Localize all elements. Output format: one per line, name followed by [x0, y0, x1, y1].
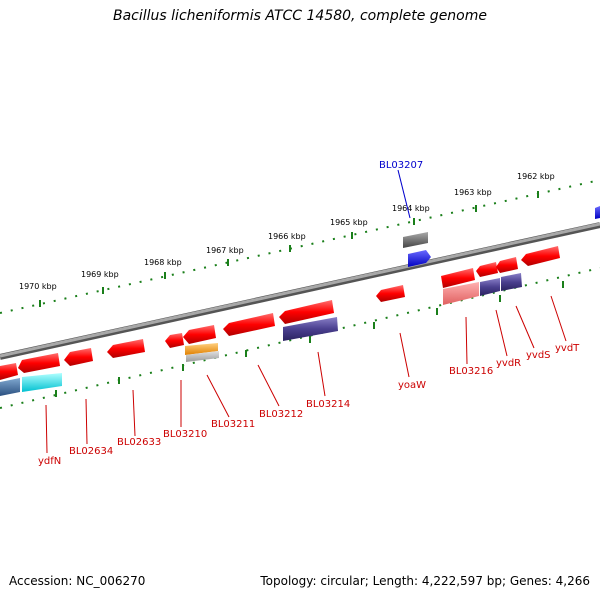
lower-tick-track — [0, 267, 600, 409]
gene-label-BL03216: BL03216 — [449, 366, 493, 377]
gene-forward-12 — [496, 257, 518, 273]
cds-purple-1 — [283, 317, 338, 341]
gene-label-BL03210: BL03210 — [163, 429, 207, 440]
cds-purple-3 — [501, 273, 522, 291]
kbp-label-1970: 1970 kbp — [19, 282, 57, 291]
rna-genes — [403, 232, 431, 267]
gene-label-lines — [45, 169, 567, 454]
kbp-label-1963: 1963 kbp — [454, 188, 492, 197]
lower-major-ticks — [55, 281, 564, 397]
gene-forward-7 — [223, 313, 275, 336]
gene-forward-2 — [18, 353, 60, 373]
gene-label-BL03212: BL03212 — [259, 409, 303, 420]
cds-steel — [0, 378, 20, 396]
cds-pink — [443, 282, 479, 305]
cds-light — [186, 351, 219, 362]
gene-label-BL03211: BL03211 — [211, 419, 255, 430]
gene-label-BL02634: BL02634 — [69, 446, 113, 457]
gene-forward-10 — [441, 268, 475, 288]
kbp-label-1964: 1964 kbp — [392, 204, 430, 213]
genome-stats: Topology: circular; Length: 4,222,597 bp… — [260, 574, 590, 588]
gene-label-yoaW: yoaW — [398, 380, 426, 391]
cds-purple-2 — [480, 278, 500, 296]
genome-backbone — [0, 222, 600, 360]
kbp-label-1966: 1966 kbp — [268, 232, 306, 241]
forward-genes — [0, 206, 600, 380]
upper-major-ticks — [39, 191, 539, 307]
kbp-label-1969: 1969 kbp — [81, 270, 119, 279]
kbp-label-1965: 1965 kbp — [330, 218, 368, 227]
gene-blue — [408, 250, 431, 267]
cds-cyan — [22, 373, 62, 392]
map-title: Bacillus licheniformis ATCC 14580, compl… — [113, 8, 487, 24]
gene-forward-blue-edge — [595, 206, 600, 219]
gene-label-BL02633: BL02633 — [117, 437, 161, 448]
gene-forward-6 — [183, 325, 216, 344]
gene-label-ydfN: ydfN — [38, 456, 61, 467]
gene-label-BL03207: BL03207 — [379, 160, 423, 171]
kbp-label-1967: 1967 kbp — [206, 246, 244, 255]
gene-label-yvdT: yvdT — [555, 343, 580, 354]
gene-forward-9 — [376, 285, 405, 302]
kbp-label-1962: 1962 kbp — [517, 172, 555, 181]
gene-BL03207-gray — [403, 232, 428, 248]
kbp-label-1968: 1968 kbp — [144, 258, 182, 267]
gene-forward-3 — [64, 348, 93, 366]
gene-forward-13 — [521, 246, 560, 266]
accession-label: Accession: NC_006270 — [9, 574, 146, 588]
gene-forward-11 — [476, 262, 498, 277]
gene-label-yvdR: yvdR — [496, 358, 521, 369]
gene-forward-4 — [107, 339, 145, 358]
gene-label-yvdS: yvdS — [526, 350, 551, 361]
gene-label-BL03214: BL03214 — [306, 399, 350, 410]
cds-orange — [185, 343, 218, 355]
gene-forward-5 — [165, 333, 184, 348]
gene-forward-8 — [279, 300, 334, 324]
cds-row — [0, 273, 522, 396]
gene-forward-1 — [0, 363, 18, 380]
